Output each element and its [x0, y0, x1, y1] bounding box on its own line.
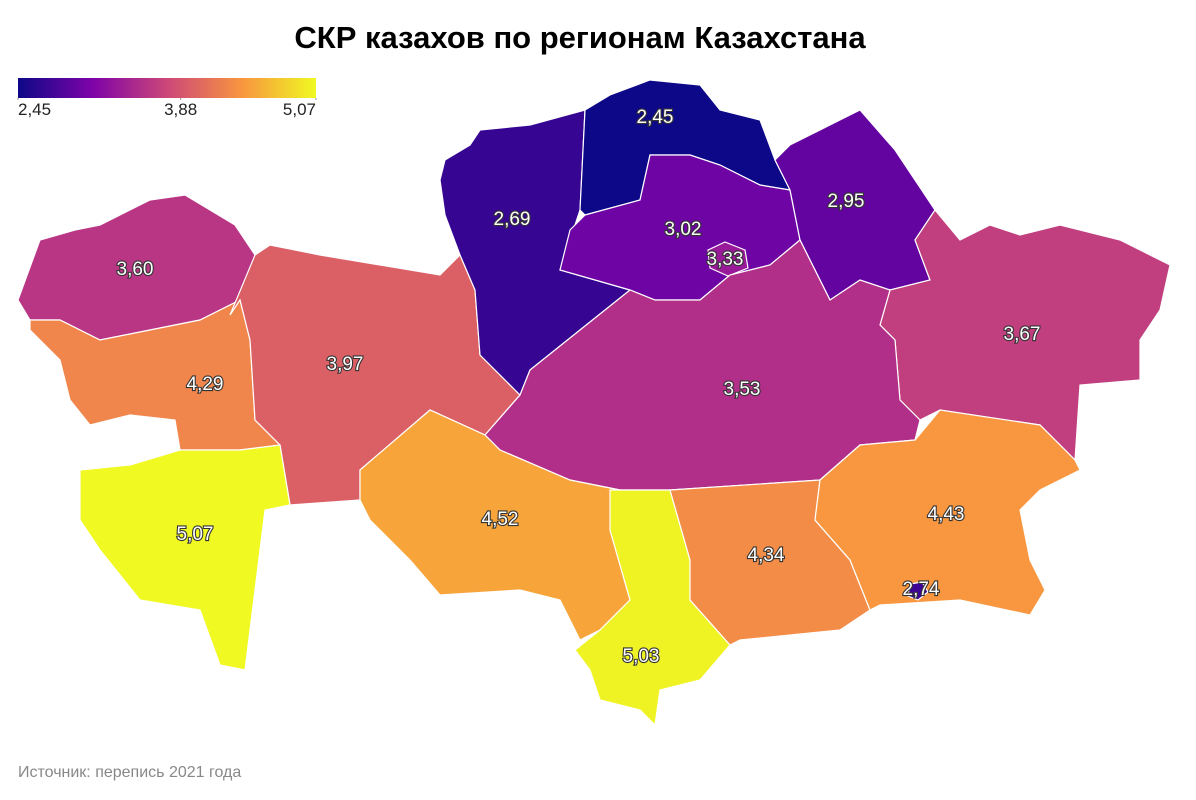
region-label: 5,03: [623, 646, 660, 667]
region: [707, 241, 749, 277]
region-label: 3,67: [1004, 324, 1041, 345]
region-label: 4,34: [748, 545, 785, 566]
source: Источник: перепись 2021 года: [18, 764, 241, 781]
region-label: 3,97: [327, 354, 364, 375]
labels: 3,60 4,29 3,97 5,07 2,69 2,45 3,023,33 2,95 3,67…: [115, 106, 1041, 668]
region-label: 3,33: [707, 249, 744, 270]
region-label: 3,53: [724, 379, 761, 400]
legend-tick-label: 5,07: [283, 100, 316, 119]
map-title: СКР казахов по регионам Казахстана: [294, 20, 866, 55]
region-label: 3,60: [117, 259, 154, 280]
regions: [17, 79, 1171, 727]
region-label: 5,07: [177, 524, 214, 545]
region-label: 2,45: [637, 107, 674, 128]
region: [907, 581, 929, 601]
region-label: 4,43: [928, 504, 965, 525]
legend-tick-label: 3,88: [164, 100, 197, 119]
legend-tick-label: 2,45: [18, 100, 51, 119]
region: [814, 409, 1081, 616]
region-label: 2,69: [494, 209, 531, 230]
region-label: 2,95: [828, 191, 865, 212]
region-label: 3,02: [665, 219, 702, 240]
region: [79, 444, 291, 671]
legend-bar: [18, 78, 316, 98]
region-label: 4,29: [187, 374, 224, 395]
region-label: 4,52: [482, 509, 519, 530]
region-label: 2,74: [903, 579, 940, 600]
